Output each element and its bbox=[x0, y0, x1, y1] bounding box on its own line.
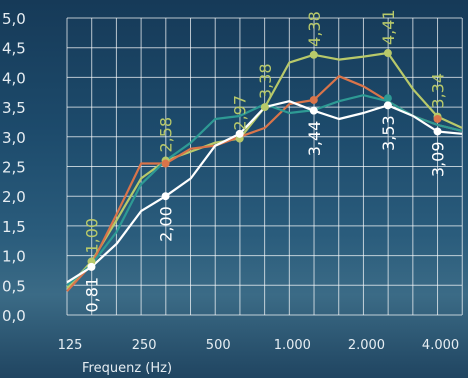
data-label: 3,53 bbox=[379, 115, 398, 151]
y-tick-label: 5,0 bbox=[2, 10, 26, 28]
y-axis-ticks: 0,0 0,5 1,0 1,5 2,0 2,5 3,0 3,5 4,0 4,5 5,0 bbox=[2, 10, 26, 325]
data-point-marker bbox=[383, 94, 392, 103]
data-point-marker bbox=[87, 262, 96, 271]
y-tick-label: 4,0 bbox=[2, 69, 26, 87]
data-label: 4,38 bbox=[305, 11, 324, 47]
data-label: 0,81 bbox=[82, 277, 101, 313]
data-point-marker bbox=[383, 101, 392, 110]
data-point-marker bbox=[260, 103, 269, 112]
y-tick-label: 4,5 bbox=[2, 40, 26, 58]
chart-markers bbox=[87, 49, 442, 271]
y-tick-label: 3,0 bbox=[2, 129, 26, 147]
y-tick-label: 0,5 bbox=[2, 277, 26, 295]
data-label: 3,09 bbox=[429, 141, 448, 177]
data-point-marker bbox=[383, 49, 392, 58]
data-label: 4,41 bbox=[379, 9, 398, 45]
data-label: 3,38 bbox=[256, 63, 275, 99]
x-tick-label: 1.000 bbox=[274, 338, 311, 353]
data-point-marker bbox=[161, 159, 170, 168]
y-tick-label: 1,0 bbox=[2, 248, 26, 266]
x-axis-ticks: 125 250 500 1.000 2.000 4.000 bbox=[58, 338, 460, 353]
y-tick-label: 2,5 bbox=[2, 159, 26, 177]
x-tick-label: 4.000 bbox=[422, 338, 459, 353]
x-tick-label: 500 bbox=[206, 338, 231, 353]
data-labels: 1,00 2,58 2,97 3,38 4,38 4,41 3,34 0,81 2,00 3,44… bbox=[82, 9, 447, 312]
x-tick-label: 2.000 bbox=[348, 338, 385, 353]
data-point-marker bbox=[309, 95, 318, 104]
data-point-marker bbox=[161, 192, 170, 201]
data-label: 2,97 bbox=[231, 95, 250, 131]
x-tick-label: 125 bbox=[58, 338, 83, 353]
data-point-marker bbox=[309, 50, 318, 59]
x-axis-label: Frequenz (Hz) bbox=[82, 361, 172, 376]
data-point-marker bbox=[433, 114, 442, 123]
chart-grid bbox=[66, 17, 463, 316]
data-label: 3,34 bbox=[429, 73, 448, 109]
y-tick-label: 2,0 bbox=[2, 188, 26, 206]
data-point-marker bbox=[235, 129, 244, 138]
data-label: 1,00 bbox=[82, 218, 101, 254]
data-label: 2,00 bbox=[157, 206, 176, 242]
y-tick-label: 3,5 bbox=[2, 99, 26, 117]
data-label: 3,44 bbox=[305, 121, 324, 157]
data-point-marker bbox=[309, 106, 318, 115]
data-point-marker bbox=[433, 127, 442, 136]
y-tick-label: 1,5 bbox=[2, 218, 26, 236]
y-tick-label: 0,0 bbox=[2, 307, 26, 325]
x-tick-label: 250 bbox=[132, 338, 157, 353]
data-label: 2,58 bbox=[157, 117, 176, 153]
